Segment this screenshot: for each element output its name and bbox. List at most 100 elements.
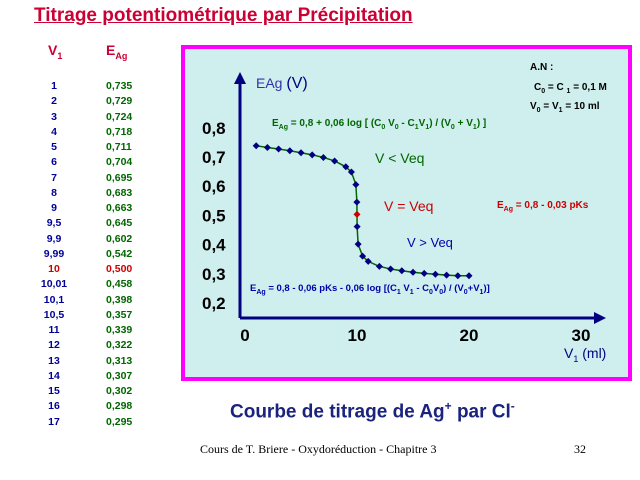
table-row: 8 0,683 [20, 187, 170, 202]
data-point-marker [275, 145, 283, 153]
page-number: 32 [574, 442, 586, 456]
table-row: 6 0,704 [20, 156, 170, 171]
data-point-marker [263, 144, 271, 152]
table-row: 10,01 0,458 [20, 278, 170, 293]
cell-volume: 11 [48, 324, 60, 336]
data-point-marker [359, 252, 367, 260]
cell-volume: 10,1 [43, 293, 65, 306]
cell-volume: 1 [51, 80, 57, 92]
y-tick-label: 0,7 [202, 148, 226, 167]
cell-potential: 0,500 [106, 263, 133, 275]
y-axis-arrow [234, 72, 246, 84]
data-point-marker [364, 257, 372, 265]
x-tick-label: 10 [348, 326, 367, 345]
cell-volume: 7 [51, 171, 57, 184]
x-axis-title: V1 (ml) [564, 345, 606, 364]
table-row: 3 0,724 [20, 111, 170, 126]
data-point-marker [342, 163, 350, 171]
label-before-equivalence: V < Veq [375, 150, 424, 166]
cell-potential: 0,711 [106, 141, 132, 153]
y-tick-label: 0,4 [202, 236, 226, 255]
data-point-marker [465, 272, 473, 280]
cell-potential: 0,295 [106, 415, 133, 428]
slide-title: Titrage potentiométrique par Précipitati… [34, 5, 413, 26]
y-axis-title: EAg (V) [256, 75, 308, 92]
cell-volume: 15 [48, 385, 60, 397]
y-tick-label: 0,5 [202, 206, 226, 225]
data-point-marker [308, 151, 316, 159]
cell-potential: 0,663 [106, 202, 133, 214]
data-point-marker [352, 181, 360, 189]
y-tick-label: 0,2 [202, 294, 226, 313]
data-point-marker [353, 198, 361, 206]
cell-volume: 10,5 [43, 308, 65, 321]
table-row: 9,9 0,602 [20, 233, 170, 248]
cell-volume: 17 [48, 415, 60, 428]
cell-potential: 0,307 [106, 369, 133, 382]
data-point-marker [297, 149, 305, 157]
y-tick-label: 0,8 [202, 119, 226, 138]
cell-potential: 0,339 [106, 324, 133, 336]
table-row: 17 0,295 [20, 416, 170, 431]
col-header-v1: V1 [48, 42, 63, 61]
cell-volume: 9 [51, 202, 57, 214]
cell-potential: 0,313 [106, 354, 133, 367]
an-volume: V0 = V1 = 10 ml [530, 101, 600, 114]
cell-potential: 0,322 [106, 339, 133, 352]
table-row: 12 0,322 [20, 339, 170, 354]
cell-volume: 5 [51, 141, 57, 153]
cell-volume: 6 [51, 156, 57, 169]
data-point-marker [443, 271, 451, 279]
cell-potential: 0,695 [106, 171, 133, 184]
data-point-marker [431, 270, 439, 278]
cell-potential: 0,718 [106, 125, 133, 138]
data-point-marker [331, 157, 339, 165]
x-tick-label: 0 [240, 326, 249, 345]
cell-potential: 0,683 [106, 186, 133, 199]
cell-potential: 0,398 [106, 293, 133, 306]
data-point-marker [354, 240, 362, 248]
data-point-marker [398, 267, 406, 275]
y-tick-label: 0,3 [202, 265, 226, 284]
an-concentration: C0 = C 1 = 0,1 M [534, 82, 607, 95]
cell-volume: 8 [51, 186, 57, 199]
data-point-marker [252, 142, 260, 150]
cell-potential: 0,735 [106, 80, 133, 92]
cell-volume: 2 [51, 95, 57, 108]
cell-potential: 0,302 [106, 385, 133, 397]
table-row: 10,5 0,357 [20, 309, 170, 324]
data-point-marker [420, 269, 428, 277]
formula-equivalence: EAg = 0,8 - 0,03 pKs [497, 200, 589, 213]
table-row: 4 0,718 [20, 126, 170, 141]
data-point-marker [347, 168, 355, 176]
data-point-marker [286, 147, 294, 155]
x-axis-arrow [594, 312, 606, 324]
cell-volume: 10 [48, 263, 60, 275]
table-row: 16 0,298 [20, 400, 170, 415]
table-row: 15 0,302 [20, 385, 170, 400]
cell-potential: 0,298 [106, 400, 133, 413]
table-row: 10,1 0,398 [20, 294, 170, 309]
cell-potential: 0,704 [106, 156, 133, 169]
formula-before-equivalence: EAg = 0,8 + 0,06 log [ (C0 V0 - C1V1) / … [272, 118, 486, 131]
cell-potential: 0,724 [106, 110, 133, 123]
table-row: 14 0,307 [20, 370, 170, 385]
table-row: 9,99 0,542 [20, 248, 170, 263]
cell-volume: 4 [51, 125, 57, 138]
cell-potential: 0,357 [106, 308, 133, 321]
x-tick-label: 20 [460, 326, 479, 345]
data-point-marker [353, 223, 361, 231]
table-rows: 1 0,735 2 0,729 3 0,724 4 0,718 5 0,711 6 0,704 7 0,6… [20, 80, 170, 431]
data-point-marker [387, 265, 395, 273]
cell-volume: 9,99 [43, 247, 65, 260]
data-point-marker [409, 268, 417, 276]
cell-volume: 9,5 [46, 217, 62, 230]
cell-volume: 16 [48, 400, 60, 413]
table-row: 7 0,695 [20, 172, 170, 187]
cell-potential: 0,729 [106, 95, 133, 108]
cell-potential: 0,645 [106, 217, 133, 230]
table-row: 13 0,313 [20, 355, 170, 370]
cell-potential: 0,602 [106, 232, 133, 245]
cell-volume: 9,9 [46, 232, 62, 245]
